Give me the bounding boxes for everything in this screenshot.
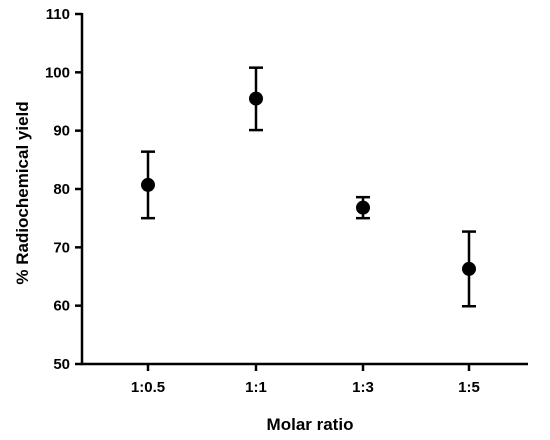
x-tick-label: 1:1: [245, 379, 267, 396]
y-axis-title: % Radiochemical yield: [13, 101, 32, 284]
y-tick-label: 50: [53, 356, 70, 373]
data-point: [141, 177, 155, 192]
x-tick-label: 1:0.5: [131, 379, 165, 396]
y-tick-label: 70: [53, 239, 70, 256]
x-tick-label: 1:5: [458, 379, 480, 396]
x-axis-ticks: 1:0.5 1:1 1:3 1:5: [131, 364, 480, 396]
data-point: [356, 200, 370, 215]
data-point: [249, 91, 263, 106]
y-tick-label: 80: [53, 181, 70, 198]
data-point: [462, 261, 476, 276]
error-bars: [141, 66, 476, 308]
x-tick-label: 1:3: [352, 379, 374, 396]
y-tick-label: 110: [46, 6, 70, 23]
data-points: [141, 91, 476, 276]
y-axis-ticks: 50 60 70 80 90 100 110: [45, 6, 82, 373]
x-axis-title: Molar ratio: [267, 415, 354, 434]
y-tick-label: 100: [45, 64, 70, 81]
y-tick-label: 60: [53, 298, 70, 315]
y-tick-label: 90: [53, 123, 70, 140]
